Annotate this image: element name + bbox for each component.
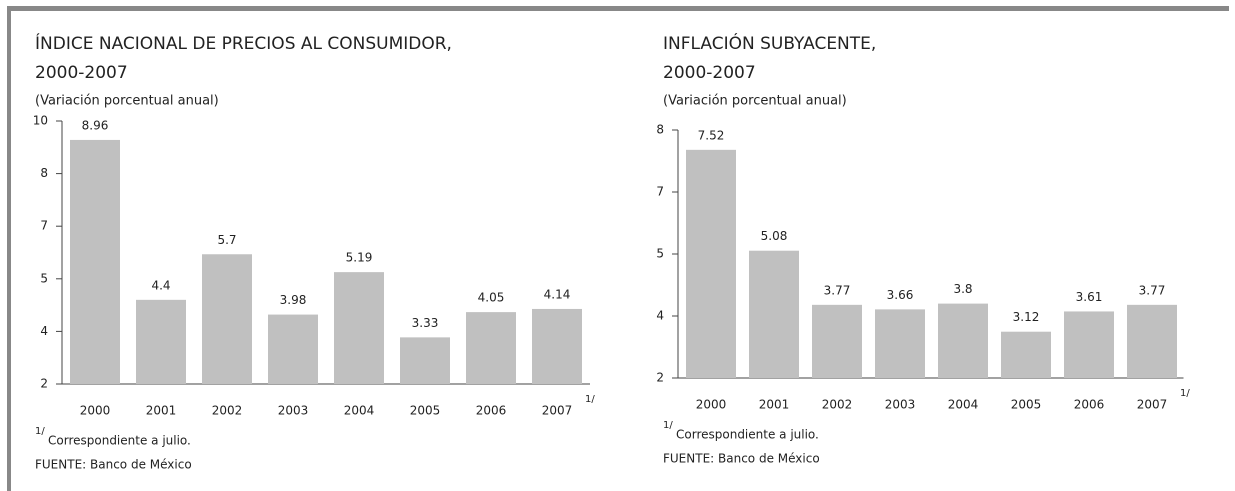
x-tick-label: 2007	[1137, 398, 1168, 412]
source: FUENTE: Banco de México	[663, 452, 820, 466]
y-tick-label: 10	[33, 114, 48, 128]
bar	[400, 337, 450, 384]
top-border	[7, 6, 1229, 11]
y-tick-label: 8	[40, 166, 48, 180]
value-label: 5.08	[761, 229, 788, 243]
y-tick-label: 8	[656, 123, 664, 137]
chart-title: 2000-2007	[663, 63, 756, 83]
bar	[938, 303, 988, 378]
value-label: 3.98	[280, 293, 307, 307]
footnote-marker: 1/	[1180, 388, 1190, 399]
x-tick-label: 2003	[885, 398, 916, 412]
bar	[1127, 304, 1177, 378]
value-label: 4.4	[151, 278, 170, 292]
footnote: Correspondiente a julio.	[676, 428, 819, 442]
value-label: 3.8	[953, 282, 972, 296]
value-label: 5.19	[346, 251, 373, 265]
value-label: 8.96	[82, 118, 109, 132]
bar	[812, 304, 862, 378]
chart-title: 2000-2007	[35, 63, 128, 83]
bar	[202, 254, 252, 384]
x-tick-label: 2004	[344, 404, 375, 418]
bar	[466, 312, 516, 384]
footnote-marker: 1/	[585, 394, 595, 405]
x-tick-label: 2000	[80, 404, 111, 418]
bar	[1064, 311, 1114, 378]
y-tick-label: 4	[40, 324, 48, 338]
y-tick-label: 2	[656, 371, 664, 385]
source: FUENTE: Banco de México	[35, 458, 192, 472]
value-label: 3.77	[1139, 283, 1166, 297]
x-tick-label: 2004	[948, 398, 979, 412]
value-label: 4.14	[544, 287, 571, 301]
footnote-marker: 1/	[35, 426, 45, 437]
value-label: 7.52	[698, 128, 725, 142]
bar	[1001, 331, 1051, 378]
y-tick-label: 4	[656, 309, 664, 323]
y-tick-label: 7	[40, 219, 48, 233]
left-border	[7, 6, 11, 491]
chart-title: ÍNDICE NACIONAL DE PRECIOS AL CONSUMIDOR…	[35, 32, 452, 54]
x-tick-label: 2002	[212, 404, 243, 418]
x-tick-label: 2001	[146, 404, 177, 418]
x-tick-label: 2000	[696, 398, 727, 412]
value-label: 4.05	[478, 291, 505, 305]
bar	[334, 272, 384, 384]
value-label: 5.7	[217, 233, 236, 247]
bar	[875, 309, 925, 378]
y-tick-label: 7	[656, 185, 664, 199]
value-label: 3.12	[1013, 310, 1040, 324]
bar	[749, 250, 799, 378]
x-tick-label: 2002	[822, 398, 853, 412]
y-tick-label: 5	[656, 247, 664, 261]
x-tick-label: 2006	[1074, 398, 1105, 412]
x-tick-label: 2003	[278, 404, 309, 418]
value-label: 3.66	[887, 288, 914, 302]
value-label: 3.33	[412, 316, 439, 330]
x-tick-label: 2005	[410, 404, 441, 418]
bar	[268, 314, 318, 384]
footnote: Correspondiente a julio.	[48, 434, 191, 448]
chart-subtitle: (Variación porcentual anual)	[663, 94, 847, 109]
x-tick-label: 2006	[476, 404, 507, 418]
footnote-marker: 1/	[663, 420, 673, 431]
x-tick-label: 2007	[542, 404, 573, 418]
bar	[686, 149, 736, 378]
bar	[136, 299, 186, 384]
bar	[532, 308, 582, 384]
y-tick-label: 5	[40, 271, 48, 285]
chart-subtitle: (Variación porcentual anual)	[35, 94, 219, 109]
x-tick-label: 2001	[759, 398, 790, 412]
value-label: 3.77	[824, 283, 851, 297]
x-tick-label: 2005	[1011, 398, 1042, 412]
y-tick-label: 2	[40, 377, 48, 391]
bar	[70, 139, 120, 384]
chart-title: INFLACIÓN SUBYACENTE,	[663, 32, 876, 54]
value-label: 3.61	[1076, 290, 1103, 304]
